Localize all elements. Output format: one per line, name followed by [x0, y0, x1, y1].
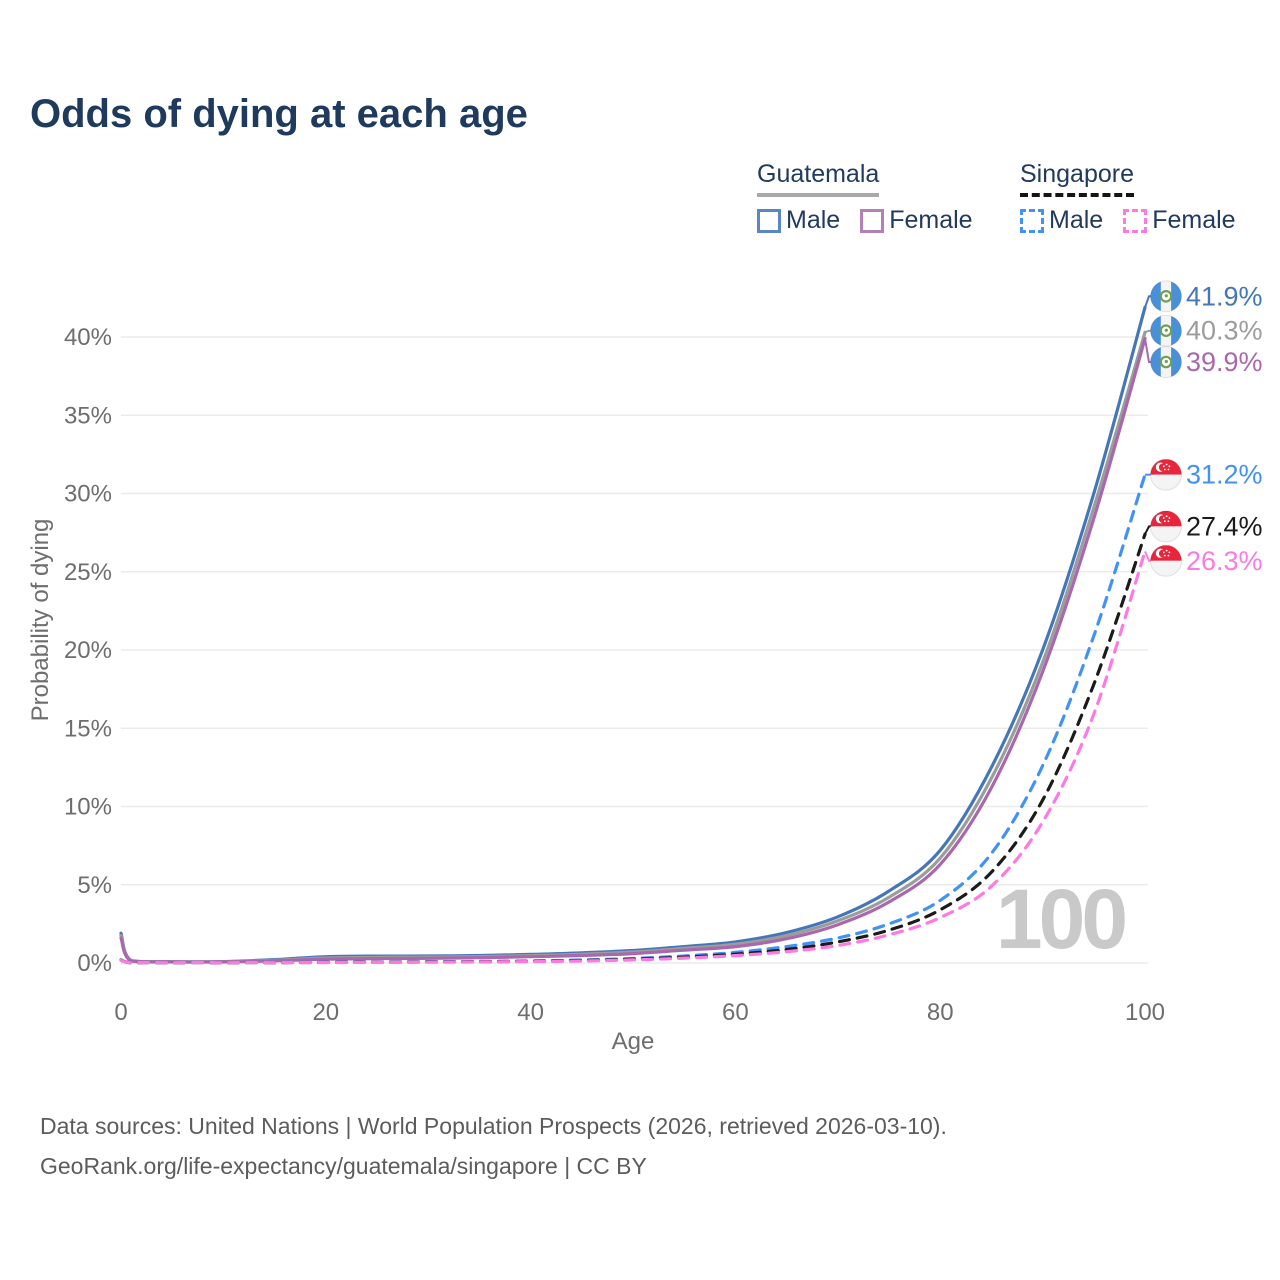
legend-group-guatemala: Guatemala Male Female — [757, 160, 987, 235]
legend-item-guatemala-female[interactable]: Female — [860, 206, 973, 235]
end-labels: 41.9% 40.3%39.9% 31.2% 27.4% 26.3% — [1144, 281, 1263, 577]
series-line-sg-both[interactable] — [119, 532, 1147, 965]
x-tick-label: 20 — [312, 999, 339, 1026]
legend-group-singapore: Singapore Male Female — [1020, 160, 1250, 235]
series-line-sg-female[interactable] — [119, 549, 1147, 965]
singapore-flag-icon — [1151, 459, 1182, 490]
guatemala-flag-icon — [1151, 281, 1182, 312]
x-tick-label: 40 — [517, 999, 544, 1026]
y-axis-title: Probability of dying — [27, 519, 54, 722]
legend-item-label: Male — [1049, 206, 1104, 234]
singapore-flag-icon — [1151, 511, 1182, 542]
legend-item-label: Female — [1152, 206, 1236, 234]
y-tick-label: 35% — [64, 402, 112, 429]
legend-row-singapore: Male Female — [1020, 206, 1250, 235]
y-tick-label: 20% — [64, 637, 112, 664]
singapore-male-swatch-icon[interactable] — [1020, 208, 1044, 233]
guatemala-male-swatch-icon[interactable] — [757, 208, 781, 233]
series-line-sg-male[interactable] — [119, 473, 1147, 965]
singapore-female-swatch-icon[interactable] — [1123, 208, 1148, 233]
end-label-sg-female: 26.3% — [1186, 546, 1263, 576]
legend-country-singapore[interactable]: Singapore — [1020, 160, 1134, 197]
guatemala-flag-icon — [1151, 315, 1182, 346]
end-label-gt-both: 40.3% — [1186, 316, 1263, 346]
x-tick-label: 100 — [1125, 999, 1165, 1026]
chart-legend: Guatemala Male Female Singapore Male — [0, 160, 1280, 245]
y-tick-label: 30% — [64, 481, 112, 508]
singapore-flag-icon — [1151, 545, 1182, 576]
footer-attribution: GeoRank.org/life-expectancy/guatemala/si… — [40, 1153, 647, 1179]
legend-row-guatemala: Male Female — [757, 206, 987, 235]
age-indicator-watermark: 100 — [996, 872, 1129, 966]
y-tick-label: 25% — [64, 559, 112, 586]
legend-item-label: Male — [786, 206, 841, 234]
legend-country-guatemala[interactable]: Guatemala — [757, 160, 880, 197]
series-line-gt-male[interactable] — [119, 305, 1147, 964]
x-axis-title: Age — [612, 1028, 655, 1055]
guatemala-female-swatch-icon[interactable] — [860, 208, 885, 233]
y-tick-label: 5% — [77, 872, 112, 899]
legend-item-guatemala-male[interactable]: Male — [757, 206, 840, 235]
axis-labels: 0% 5% 10% 15% 20% 25% 30% 35% 40% 0 20 40 60 80 100 Age… — [27, 324, 1165, 1055]
x-tick-label: 60 — [722, 999, 749, 1026]
age-indicator: 100 — [996, 872, 1125, 966]
page-title: Odds of dying at each age — [30, 92, 528, 136]
y-tick-label: 0% — [77, 950, 112, 977]
end-label-gt-male: 41.9% — [1186, 281, 1263, 311]
x-tick-label: 0 — [114, 999, 127, 1026]
x-tick-label: 80 — [927, 999, 954, 1026]
y-tick-label: 40% — [64, 324, 112, 351]
end-label-sg-male: 31.2% — [1186, 460, 1263, 490]
end-label-sg-both: 27.4% — [1186, 511, 1263, 541]
footer-sources: Data sources: United Nations | World Pop… — [40, 1113, 947, 1139]
y-tick-label: 10% — [64, 794, 112, 821]
end-label-gt-female: 39.9% — [1186, 347, 1263, 377]
series-line-gt-both[interactable] — [119, 330, 1147, 964]
guatemala-flag-icon — [1151, 347, 1182, 378]
gridlines — [121, 336, 1148, 964]
y-tick-label: 15% — [64, 715, 112, 742]
series-lines — [119, 305, 1147, 965]
chart-footer: Data sources: United Nations | World Pop… — [40, 1106, 947, 1186]
legend-item-singapore-female[interactable]: Female — [1123, 206, 1236, 235]
legend-item-singapore-male[interactable]: Male — [1020, 206, 1103, 235]
legend-item-label: Female — [889, 206, 973, 234]
